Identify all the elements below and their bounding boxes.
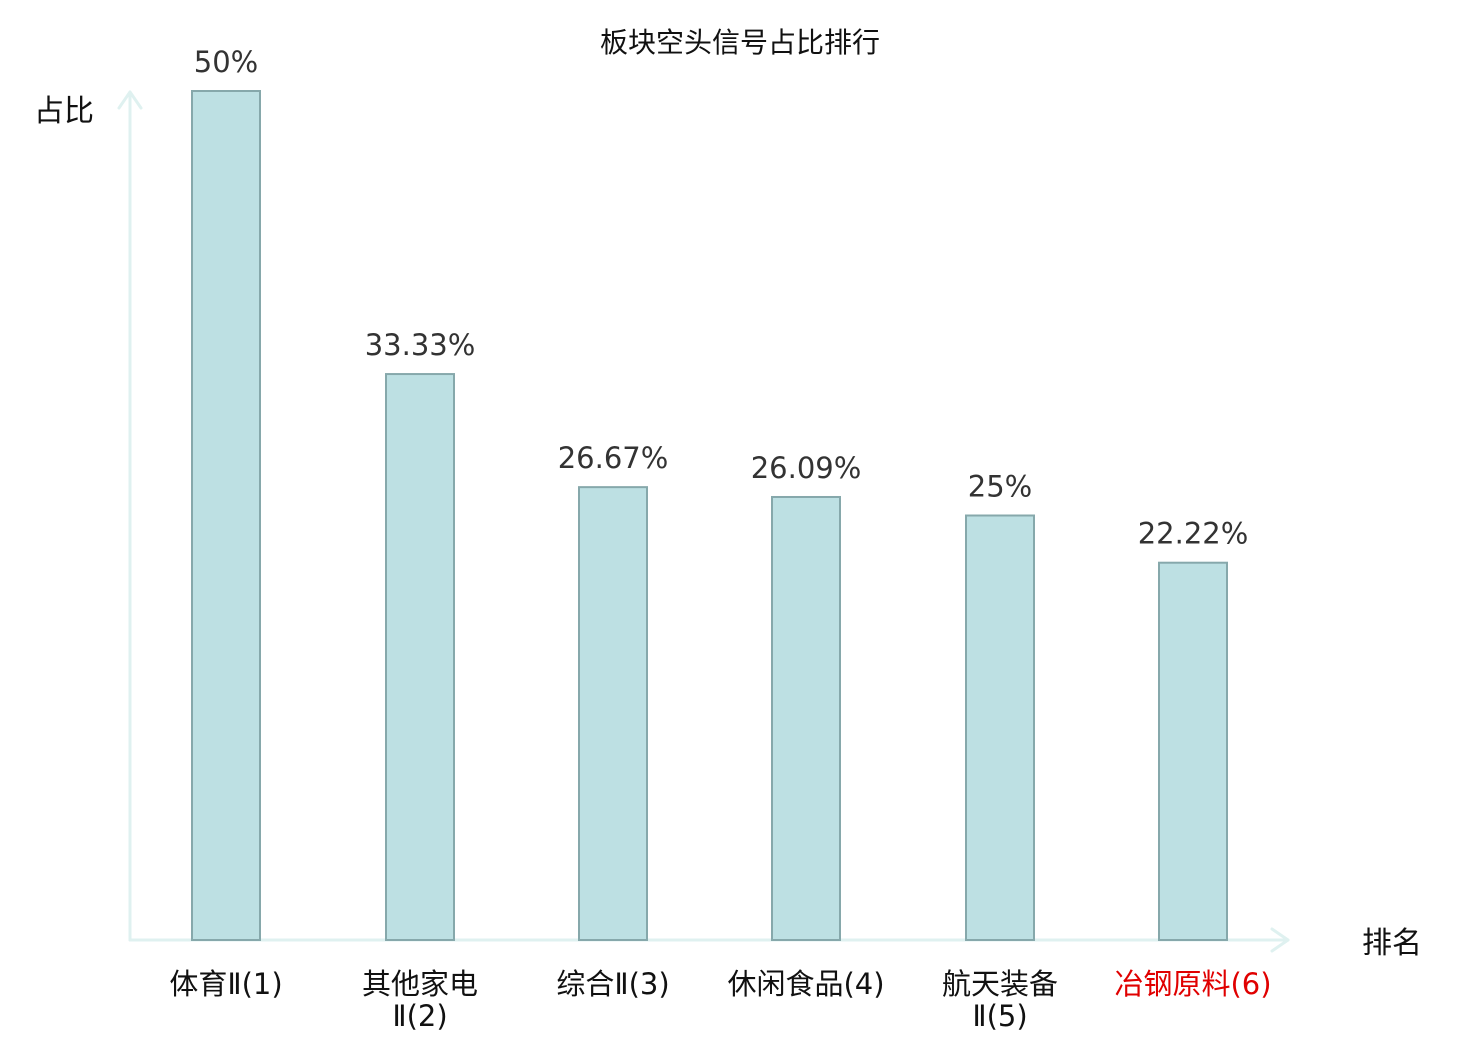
value-label-2: 33.33% bbox=[365, 328, 476, 362]
category-label-line-5-1: 航天装备 bbox=[942, 967, 1058, 1001]
bar-3 bbox=[578, 486, 648, 941]
value-labels: 50% 33.33% 26.67% 26.09% 25% 22.22% bbox=[194, 45, 1249, 551]
category-label-4: 休闲食品(4) bbox=[727, 967, 884, 1001]
x-axis-title: 排名 bbox=[1362, 926, 1422, 961]
value-label-5: 25% bbox=[968, 470, 1032, 504]
category-label-3: 综合Ⅱ(3) bbox=[556, 967, 669, 1001]
category-label-line-2-2: Ⅱ(2) bbox=[392, 999, 447, 1033]
category-label-6: 冶钢原料(6) bbox=[1114, 967, 1271, 1001]
category-label-5: 航天装备 Ⅱ(5) bbox=[942, 967, 1058, 1033]
bars bbox=[191, 90, 1228, 942]
bar-4 bbox=[771, 495, 841, 941]
value-label-4: 26.09% bbox=[751, 451, 862, 485]
y-axis-arrow bbox=[117, 90, 143, 110]
value-label-3: 26.67% bbox=[558, 441, 669, 475]
bar-2 bbox=[385, 373, 455, 942]
y-axis-title: 占比 bbox=[34, 94, 94, 129]
value-label-6: 22.22% bbox=[1138, 517, 1249, 551]
category-label-1: 体育Ⅱ(1) bbox=[169, 967, 282, 1001]
category-label-line-1-1: 体育Ⅱ(1) bbox=[169, 967, 282, 1001]
category-label-line-4-1: 休闲食品(4) bbox=[727, 967, 884, 1001]
value-label-1: 50% bbox=[194, 45, 258, 79]
category-label-2: 其他家电 Ⅱ(2) bbox=[362, 967, 478, 1033]
x-axis-arrow bbox=[1270, 927, 1290, 953]
bar-5 bbox=[965, 514, 1035, 941]
bar-6 bbox=[1158, 561, 1228, 941]
axes bbox=[117, 90, 1290, 953]
category-labels: 体育Ⅱ(1) 其他家电 Ⅱ(2) 综合Ⅱ(3) 休闲食品(4) 航天装备 Ⅱ(5) 冶钢原料(… bbox=[169, 967, 1271, 1033]
bar-1 bbox=[191, 90, 261, 941]
category-label-line-2-1: 其他家电 bbox=[362, 967, 478, 1001]
category-label-line-5-2: Ⅱ(5) bbox=[972, 999, 1027, 1033]
category-label-line-6-1: 冶钢原料(6) bbox=[1114, 967, 1271, 1001]
category-label-line-3-1: 综合Ⅱ(3) bbox=[556, 967, 669, 1001]
chart-title: 板块空头信号占比排行 bbox=[600, 26, 880, 59]
